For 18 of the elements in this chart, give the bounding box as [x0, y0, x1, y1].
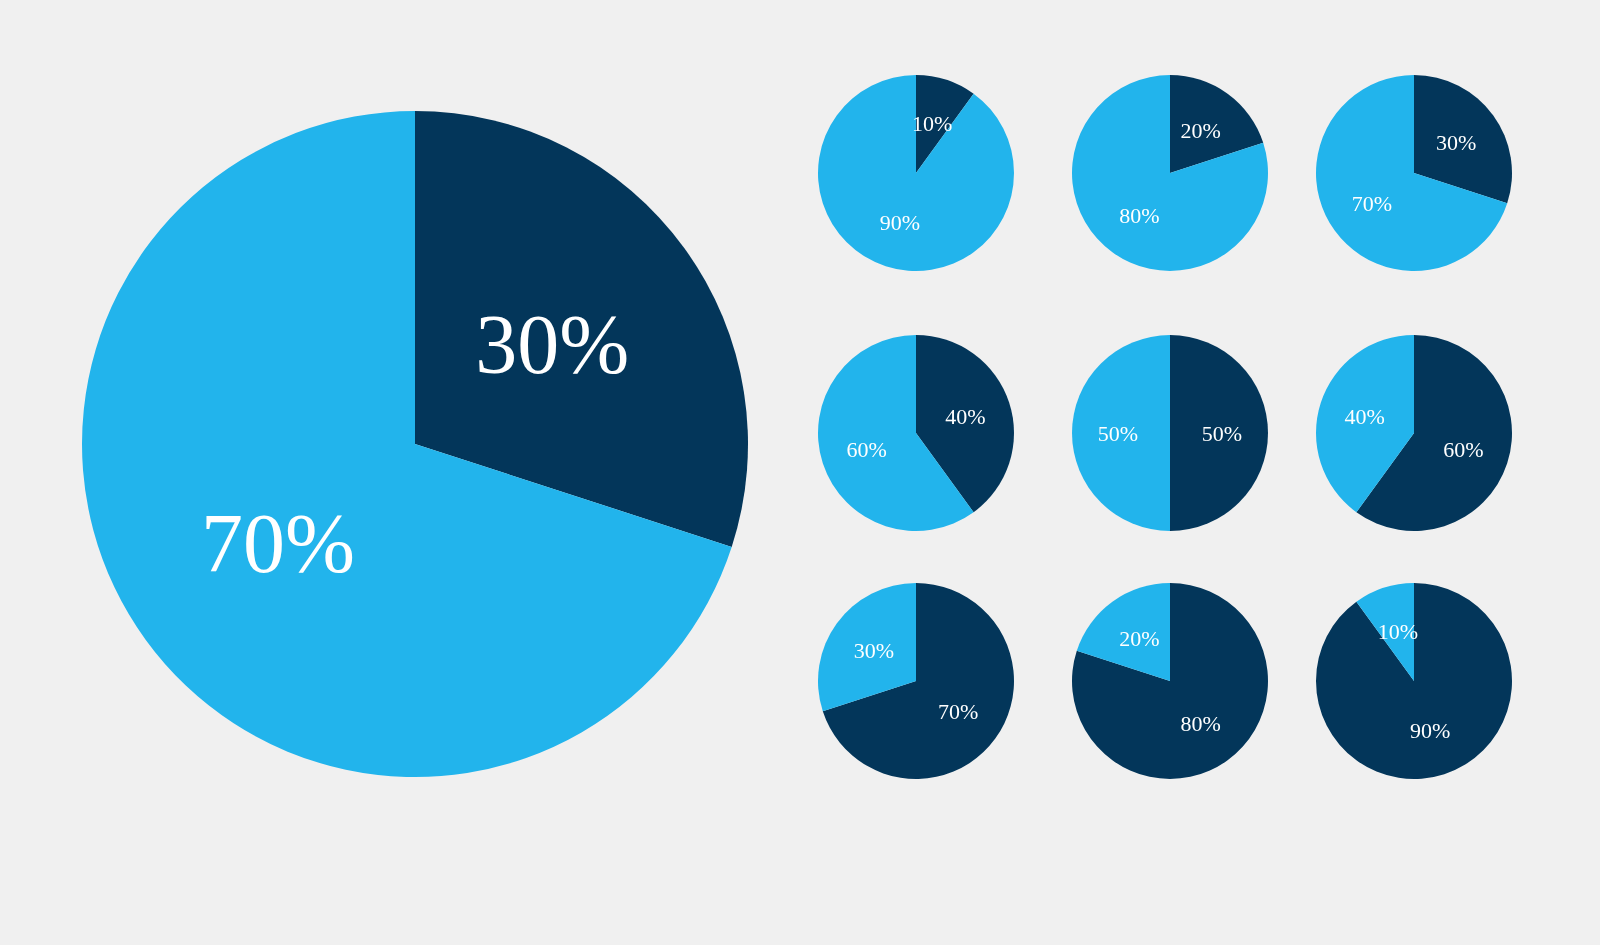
data-label: 70%	[1351, 191, 1393, 217]
data-label: 20%	[1119, 626, 1160, 652]
data-label: 60%	[1443, 436, 1484, 462]
data-label: 90%	[879, 209, 921, 235]
data-label: 60%	[846, 436, 887, 462]
data-label: 30%	[853, 637, 895, 663]
data-label: 80%	[1119, 202, 1160, 228]
data-label: 40%	[1344, 404, 1385, 430]
data-label: 70%	[937, 699, 979, 725]
data-label: 90%	[1409, 717, 1451, 743]
data-label: 70%	[200, 497, 355, 591]
data-label: 50%	[1201, 420, 1243, 446]
data-label: 80%	[1180, 710, 1221, 736]
data-label: 30%	[1435, 129, 1477, 155]
data-label: 40%	[945, 404, 986, 430]
data-label: 50%	[1097, 420, 1139, 446]
data-label: 30%	[475, 297, 630, 391]
data-label: 20%	[1180, 118, 1221, 144]
